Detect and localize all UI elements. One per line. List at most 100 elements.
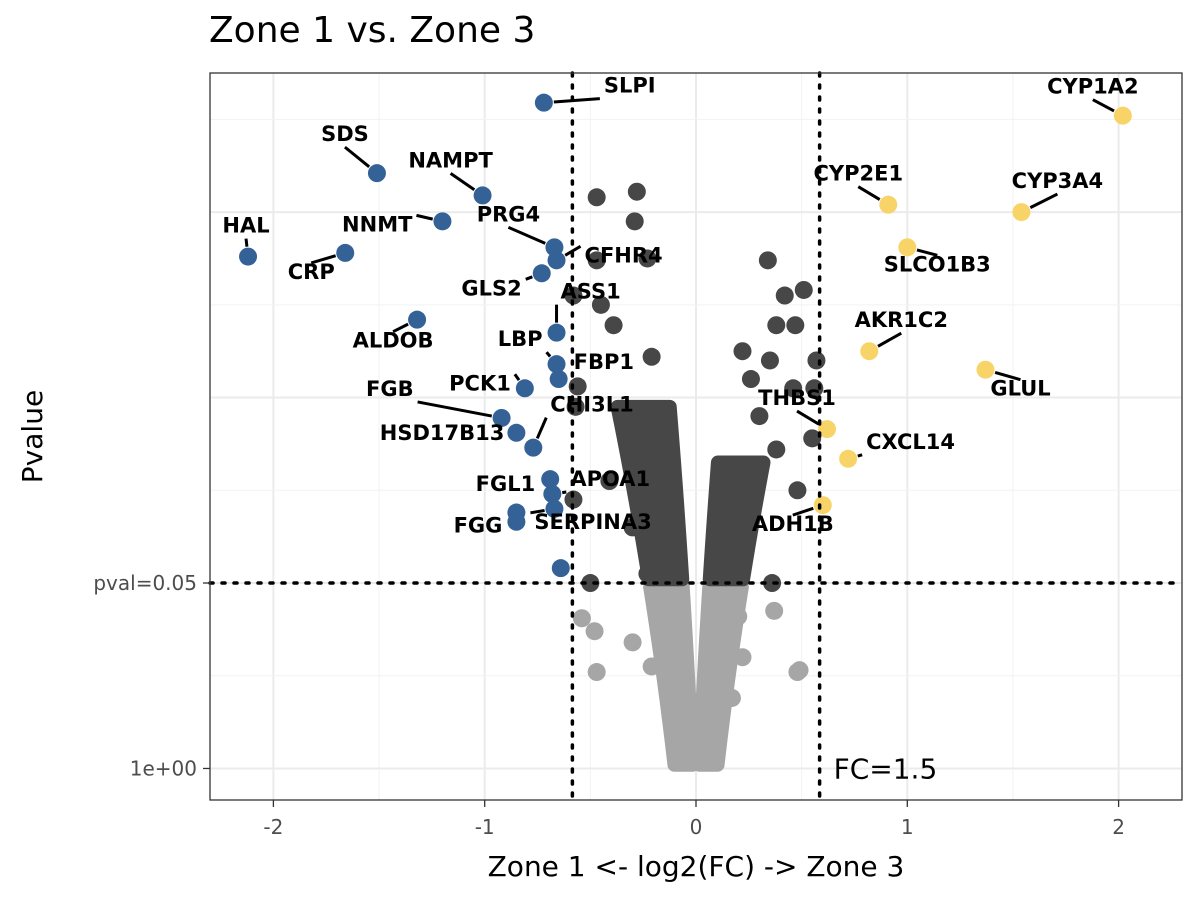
gene-leader-line bbox=[796, 409, 820, 426]
gene-leader-line bbox=[530, 508, 545, 515]
data-point-zone1 bbox=[507, 512, 526, 531]
gene-leader-line bbox=[449, 172, 476, 191]
data-point-significant bbox=[794, 280, 813, 299]
gene-label: CXCL14 bbox=[866, 430, 955, 454]
fc-threshold-label: FC=1.5 bbox=[834, 752, 938, 785]
data-point-significant bbox=[587, 251, 606, 270]
data-point-not-significant bbox=[729, 607, 748, 626]
data-point-significant bbox=[733, 342, 752, 361]
data-point-zone3 bbox=[839, 449, 858, 468]
gene-label: HSD17B13 bbox=[380, 421, 505, 445]
data-point-zone1 bbox=[551, 559, 570, 578]
gene-leader-line bbox=[343, 145, 371, 169]
gene-label: GLUL bbox=[990, 377, 1050, 401]
data-point-not-significant bbox=[670, 740, 689, 759]
gene-label: SERPINA3 bbox=[534, 510, 651, 534]
gene-leader-line bbox=[857, 453, 863, 458]
gene-label: PRG4 bbox=[477, 202, 540, 226]
gene-label: CYP1A2 bbox=[1047, 75, 1139, 99]
gene-label: ASS1 bbox=[561, 280, 621, 304]
data-point-significant bbox=[564, 490, 583, 509]
data-point-significant bbox=[760, 351, 779, 370]
gene-label: CYP3A4 bbox=[1012, 169, 1104, 193]
gene-leader-line bbox=[857, 185, 881, 201]
gene-label: APOA1 bbox=[570, 467, 650, 491]
gene-leader-line bbox=[877, 331, 903, 348]
x-axis-title: Zone 1 <- log2(FC) -> Zone 3 bbox=[488, 850, 905, 883]
data-point-significant bbox=[786, 316, 805, 335]
gene-leader-line bbox=[562, 490, 567, 495]
data-point-zone1 bbox=[239, 247, 258, 266]
chart-title: Zone 1 vs. Zone 3 bbox=[209, 10, 536, 51]
data-point-zone1 bbox=[547, 323, 566, 342]
data-point-significant bbox=[568, 377, 587, 396]
gene-label: NNMT bbox=[342, 212, 413, 236]
gene-leader-line bbox=[417, 400, 493, 418]
data-point-significant bbox=[741, 370, 760, 389]
data-point-significant bbox=[581, 574, 600, 593]
data-point-significant bbox=[750, 407, 769, 426]
data-point-zone1 bbox=[524, 438, 543, 457]
data-point-zone3 bbox=[860, 342, 879, 361]
gene-label: CRP bbox=[288, 260, 335, 284]
x-tick-label: -1 bbox=[475, 815, 495, 839]
data-point-significant bbox=[807, 351, 826, 370]
gene-leader-line bbox=[792, 506, 814, 517]
gene-label: SDS bbox=[321, 122, 369, 146]
data-point-zone1 bbox=[515, 379, 534, 398]
y-tick-label: pval=0.05 bbox=[93, 571, 197, 595]
gene-label: SLCO1B3 bbox=[884, 252, 991, 276]
gene-leader-line bbox=[1029, 192, 1059, 209]
data-point-significant bbox=[648, 440, 667, 459]
data-point-zone1 bbox=[492, 408, 511, 427]
gene-leader-line bbox=[1092, 98, 1115, 113]
data-point-not-significant bbox=[733, 648, 752, 667]
data-point-significant bbox=[767, 440, 786, 459]
data-point-not-significant bbox=[722, 688, 741, 707]
gene-label: FGB bbox=[366, 377, 414, 401]
gene-leader-line bbox=[564, 245, 582, 257]
data-point-not-significant bbox=[765, 601, 784, 620]
data-point-significant bbox=[600, 472, 619, 491]
gene-label: FBP1 bbox=[574, 350, 634, 374]
data-point-zone3 bbox=[898, 238, 917, 257]
gene-label: ADH1B bbox=[752, 512, 834, 536]
data-point-zone1 bbox=[507, 423, 526, 442]
gene-label: THBS1 bbox=[758, 386, 836, 410]
gene-leader-line bbox=[507, 225, 546, 245]
data-point-significant bbox=[627, 182, 646, 201]
data-point-zone3 bbox=[879, 195, 898, 214]
data-point-zone3 bbox=[1113, 106, 1132, 125]
data-point-not-significant bbox=[572, 609, 591, 628]
gene-leader-line bbox=[392, 322, 409, 334]
data-point-zone1 bbox=[534, 93, 553, 112]
gene-leader-line bbox=[513, 373, 521, 382]
data-point-significant bbox=[775, 286, 794, 305]
data-point-significant bbox=[784, 379, 803, 398]
data-point-zone1 bbox=[532, 264, 551, 283]
gene-label: AKR1C2 bbox=[855, 308, 948, 332]
nonsignificant-cloud-left bbox=[643, 579, 700, 772]
data-point-zone1 bbox=[433, 212, 452, 231]
data-point-significant bbox=[642, 347, 661, 366]
data-point-zone3 bbox=[1012, 203, 1031, 222]
data-point-significant bbox=[604, 316, 623, 335]
gene-label: FGG bbox=[454, 514, 503, 538]
data-point-not-significant bbox=[661, 707, 680, 726]
gene-leader-line bbox=[310, 254, 337, 265]
gene-label: GLS2 bbox=[461, 276, 521, 300]
data-point-significant bbox=[564, 286, 583, 305]
gene-leader-line bbox=[244, 238, 249, 247]
data-point-not-significant bbox=[703, 750, 722, 769]
axis-layer: -2 -1 0 1 2 1e+00 pval=0.05 Zone 1 <- log2(FC) … bbox=[16, 390, 1125, 883]
gene-leader-line bbox=[916, 248, 938, 257]
gene-label: ALDOB bbox=[353, 329, 434, 353]
gene-leader-line bbox=[525, 275, 533, 281]
data-point-zone1 bbox=[549, 370, 568, 389]
data-point-zone1 bbox=[543, 484, 562, 503]
y-axis-title: Pvalue bbox=[16, 390, 49, 483]
gene-leader-line bbox=[535, 417, 548, 440]
data-point-significant bbox=[788, 481, 807, 500]
data-point-not-significant bbox=[585, 622, 604, 641]
